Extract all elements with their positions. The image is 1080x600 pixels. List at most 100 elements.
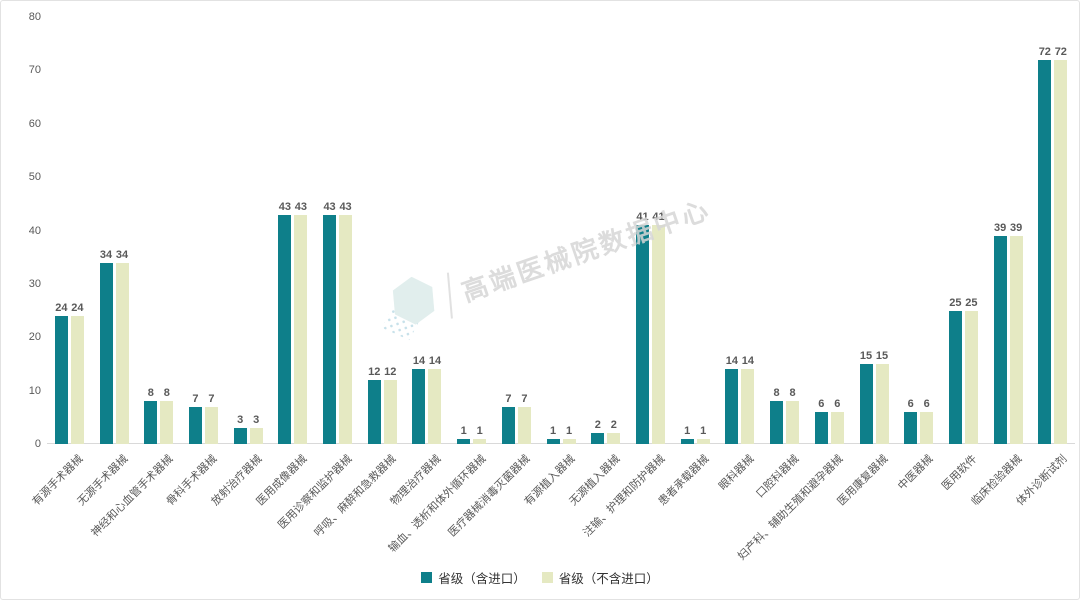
bar — [635, 225, 649, 444]
bar-value-label: 1 — [700, 424, 707, 437]
bar-column: 25 — [948, 17, 962, 444]
bar-value-label: 7 — [521, 392, 528, 405]
bar-column: 14 — [428, 17, 442, 444]
bar-column: 8 — [786, 17, 800, 444]
bar — [948, 310, 962, 444]
bar-column: 6 — [920, 17, 934, 444]
bar-group: 8 8 神经和心血管手术器械 — [89, 17, 181, 539]
bar-column: 1 — [457, 17, 471, 444]
x-axis-category-label: 口腔科器械 — [753, 453, 802, 501]
bar-column: 43 — [278, 17, 292, 444]
y-axis-tick: 0 — [34, 438, 41, 450]
bar-group: 14 14 物理治疗器械 — [388, 17, 450, 508]
bar-value-label: 3 — [237, 414, 244, 426]
x-axis-category-label: 医用软件 — [940, 453, 980, 493]
y-axis-tick: 60 — [28, 117, 41, 130]
bar — [188, 406, 202, 444]
bar-column: 14 — [741, 17, 755, 444]
legend-label: 省级（含进口） — [438, 572, 526, 586]
bar-column: 7 — [501, 17, 515, 444]
bar — [99, 262, 113, 444]
bar-group: 3 3 放射治疗器械 — [210, 17, 271, 508]
bar-value-label: 2 — [610, 419, 617, 432]
bar — [473, 438, 487, 444]
bar-value-label: 1 — [460, 424, 467, 437]
legend-swatch-icon — [541, 572, 553, 583]
bar — [412, 369, 426, 444]
bar-group: 25 25 医用软件 — [940, 17, 986, 493]
bar — [875, 363, 889, 444]
bar-value-label: 1 — [550, 424, 557, 437]
bar-group: 2 2 无源植入器械 — [567, 17, 628, 508]
x-axis-category-label: 呼吸、麻醉和急救器械 — [312, 453, 399, 540]
bar-column: 24 — [70, 17, 84, 444]
legend-label: 省级（不含进口） — [558, 572, 659, 586]
bar-value-label: 25 — [965, 296, 978, 309]
bar-value-label: 41 — [636, 211, 649, 224]
bar-value-label: 12 — [368, 365, 381, 378]
bar-value-label: 15 — [859, 349, 873, 362]
bar-value-label: 39 — [993, 221, 1007, 234]
bar-value-label: 7 — [192, 392, 199, 405]
bar — [607, 433, 621, 444]
bar — [904, 411, 918, 444]
bar-value-label: 8 — [147, 387, 154, 400]
bar-value-label: 14 — [741, 355, 755, 368]
bar-group: 39 39 临床检验器械 — [969, 17, 1031, 508]
x-axis-baseline — [47, 443, 1075, 444]
bar-column: 34 — [115, 17, 129, 444]
bar-value-label: 34 — [99, 248, 113, 261]
bar-column: 7 — [517, 17, 531, 444]
bar-group: 1 1 患者承载器械 — [657, 17, 718, 508]
bar — [339, 214, 353, 444]
bar-column: 7 — [188, 17, 202, 444]
bar — [964, 310, 978, 444]
bar-value-label: 72 — [1038, 45, 1051, 58]
bar — [323, 214, 337, 444]
bar — [546, 438, 560, 444]
bar-value-label: 43 — [323, 200, 336, 213]
bar-group: 72 72 体外诊断试剂 — [1014, 17, 1075, 508]
bar-column: 43 — [294, 17, 308, 444]
bar-value-label: 7 — [208, 392, 215, 405]
bar-column: 43 — [339, 17, 353, 444]
bar — [993, 235, 1007, 444]
bar-group: 15 15 医用康复器械 — [835, 17, 897, 508]
bar-value-label: 41 — [652, 211, 665, 224]
bar-value-label: 3 — [253, 414, 260, 426]
bar-value-label: 43 — [278, 200, 291, 213]
legend-item: 省级（不含进口） — [541, 568, 659, 587]
bar-column: 12 — [367, 17, 381, 444]
bar-column: 12 — [383, 17, 397, 444]
legend-item: 省级（含进口） — [421, 568, 526, 587]
bar — [115, 262, 129, 444]
bar-column: 2 — [591, 17, 605, 444]
bar — [249, 428, 263, 444]
bar — [1054, 59, 1068, 444]
bar-column: 41 — [651, 17, 665, 444]
bar-column: 25 — [964, 17, 978, 444]
legend-swatch-icon — [421, 572, 433, 583]
x-axis-category-label: 神经和心血管手术器械 — [88, 453, 176, 540]
x-axis-category-label: 中医器械 — [895, 453, 936, 493]
bar-column: 15 — [859, 17, 873, 444]
bar — [920, 411, 934, 444]
bar — [278, 214, 292, 444]
bar-value-label: 24 — [71, 301, 84, 314]
bar-column: 6 — [814, 17, 828, 444]
bar-column: 2 — [607, 17, 621, 444]
bar-value-label: 24 — [55, 301, 68, 314]
bar-group: 7 7 医疗器械消毒灭菌器械 — [447, 17, 539, 540]
bar-column: 3 — [249, 17, 263, 444]
bar — [428, 369, 442, 444]
bar-column: 8 — [160, 17, 174, 444]
bar-column: 6 — [904, 17, 918, 444]
bar-column: 7 — [204, 17, 218, 444]
bar-column: 1 — [473, 17, 487, 444]
bar-group: 43 43 医用诊察和监护器械 — [276, 17, 360, 532]
bar-group: 43 43 医用成像器械 — [254, 17, 316, 509]
bar-value-label: 1 — [566, 424, 573, 437]
bar-column: 39 — [993, 17, 1007, 444]
bar-column: 34 — [99, 17, 113, 444]
bar-value-label: 8 — [789, 387, 796, 400]
